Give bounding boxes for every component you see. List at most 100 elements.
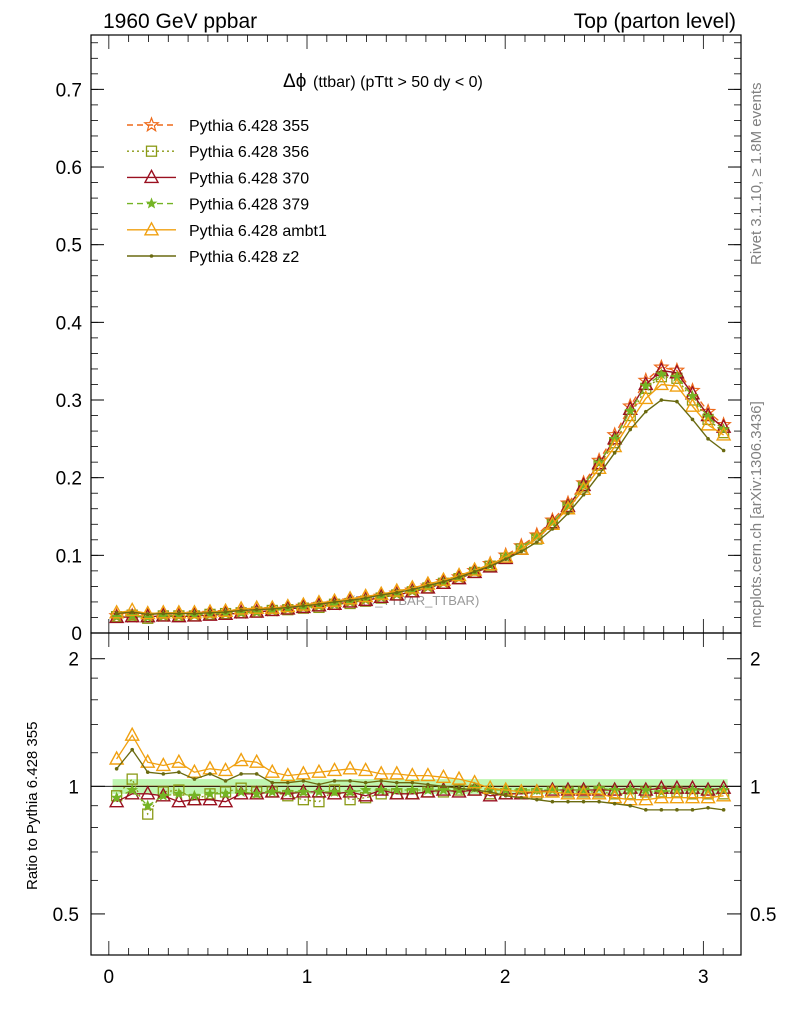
data-point <box>332 600 337 604</box>
legend-marker <box>143 168 160 184</box>
data-point <box>482 556 498 571</box>
ratio-point <box>217 761 234 777</box>
ratio-line <box>116 748 724 811</box>
legend-label: Pythia 6.428 379 <box>189 197 309 214</box>
ratio-point <box>457 786 461 790</box>
series-3 <box>110 368 730 623</box>
header-right-title: Top (parton level) <box>574 10 736 33</box>
ratio-point <box>690 808 695 812</box>
ratio-point <box>643 808 648 812</box>
data-point <box>249 599 265 614</box>
ratio-point <box>208 772 212 776</box>
data-point <box>404 579 421 594</box>
data-point <box>239 608 243 613</box>
ratio-point <box>684 779 701 794</box>
data-point <box>373 585 389 600</box>
data-point <box>124 602 140 617</box>
ratio-line <box>116 787 724 803</box>
data-point <box>457 575 461 579</box>
ratio-y-tick-label: 0.5 <box>53 905 79 926</box>
legend-marker <box>149 254 154 258</box>
data-point <box>110 610 123 622</box>
y-tick-label: 0.5 <box>56 236 82 257</box>
legend-label: Pythia 6.428 ambt1 <box>189 223 327 240</box>
ratio-point <box>451 770 467 785</box>
data-point <box>622 413 638 428</box>
data-point <box>177 611 181 616</box>
y-tick-label: 0.1 <box>56 546 82 567</box>
ratio-series-2 <box>110 782 730 811</box>
data-point <box>145 612 150 617</box>
ratio-point <box>328 785 341 798</box>
ratio-point <box>130 747 134 752</box>
ratio-point <box>110 791 123 803</box>
ratio-point <box>202 760 218 775</box>
data-point <box>513 540 529 555</box>
ratio-point <box>597 799 601 804</box>
legend: Pythia 6.428 355 Pythia 6.428 356 Pythia 6… <box>127 116 327 266</box>
ratio-point <box>498 785 514 800</box>
ratio-y-tick-label-right: 1 <box>750 777 761 798</box>
data-point <box>114 611 119 616</box>
ratio-point <box>389 765 405 780</box>
ratio-y-axis-label: Ratio to Pythia 6.428 355 <box>24 722 41 890</box>
ratio-point <box>142 808 154 820</box>
legend-label: Pythia 6.428 z2 <box>189 249 299 266</box>
series-line <box>116 369 725 619</box>
ratio-line <box>116 787 724 807</box>
main-title: (ttbar) (pTtt > 50 dy < 0) <box>313 74 483 91</box>
ratio-point <box>373 765 389 780</box>
data-point <box>535 540 539 544</box>
data-point <box>326 592 343 607</box>
data-point <box>684 397 701 412</box>
data-point <box>141 611 154 623</box>
data-point <box>254 607 259 612</box>
ratio-point <box>264 763 280 778</box>
ratio-point <box>342 760 358 775</box>
data-point <box>581 492 586 497</box>
ratio-point <box>390 783 403 796</box>
ratio-point <box>544 783 561 798</box>
data-point <box>628 427 633 432</box>
ratio-point <box>715 787 732 802</box>
data-point <box>612 451 617 455</box>
data-point <box>155 604 171 619</box>
ratio-point <box>114 766 119 771</box>
ratio-point <box>669 779 685 794</box>
data-point <box>550 527 555 531</box>
ratio-point <box>357 761 374 777</box>
data-point <box>363 596 368 600</box>
legend-marker <box>145 197 158 209</box>
data-point <box>624 404 637 416</box>
mcplots-label: mcplots.cern.ch [arXiv:1306.3436] <box>748 401 765 628</box>
data-point <box>721 448 726 453</box>
y-tick-label: 0.3 <box>56 391 82 412</box>
ratio-point <box>529 783 545 798</box>
ratio-point <box>202 791 218 806</box>
ratio-y-tick-label: 1 <box>68 777 79 798</box>
ratio-point <box>359 783 372 796</box>
ratio-point <box>659 808 664 812</box>
ratio-point <box>535 797 539 802</box>
data-point <box>348 598 352 603</box>
ratio-point <box>404 785 421 800</box>
ratio-point <box>186 763 203 778</box>
ratio-point <box>140 753 156 768</box>
data-point <box>690 417 695 422</box>
data-point <box>669 377 685 392</box>
ratio-point <box>363 780 368 785</box>
ratio-point <box>155 756 171 772</box>
ratio-point <box>375 783 388 796</box>
ratio-point <box>344 785 357 798</box>
ratio-point <box>591 785 607 800</box>
ratio-point <box>270 780 275 785</box>
ratio-point <box>186 791 203 806</box>
ratio-point <box>466 774 483 789</box>
ratio-point <box>171 753 187 768</box>
ratio-point <box>503 793 508 798</box>
data-point <box>286 605 290 610</box>
data-point <box>700 416 716 431</box>
x-tick-label: 3 <box>698 967 709 988</box>
ratio-point <box>204 787 216 799</box>
